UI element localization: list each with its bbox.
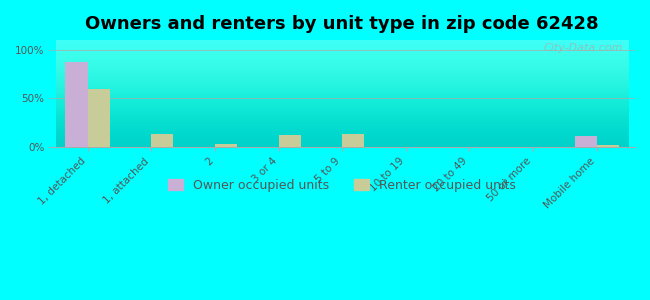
- Title: Owners and renters by unit type in zip code 62428: Owners and renters by unit type in zip c…: [85, 15, 599, 33]
- Bar: [65, 61, 88, 147]
- Bar: [278, 136, 301, 147]
- Bar: [575, 136, 597, 147]
- Legend: Owner occupied units, Renter occupied units: Owner occupied units, Renter occupied un…: [163, 173, 521, 196]
- Bar: [151, 134, 174, 147]
- Text: City-Data.com: City-Data.com: [544, 43, 623, 53]
- Bar: [342, 134, 365, 147]
- Bar: [88, 89, 110, 147]
- Bar: [597, 145, 619, 147]
- Bar: [215, 144, 237, 147]
